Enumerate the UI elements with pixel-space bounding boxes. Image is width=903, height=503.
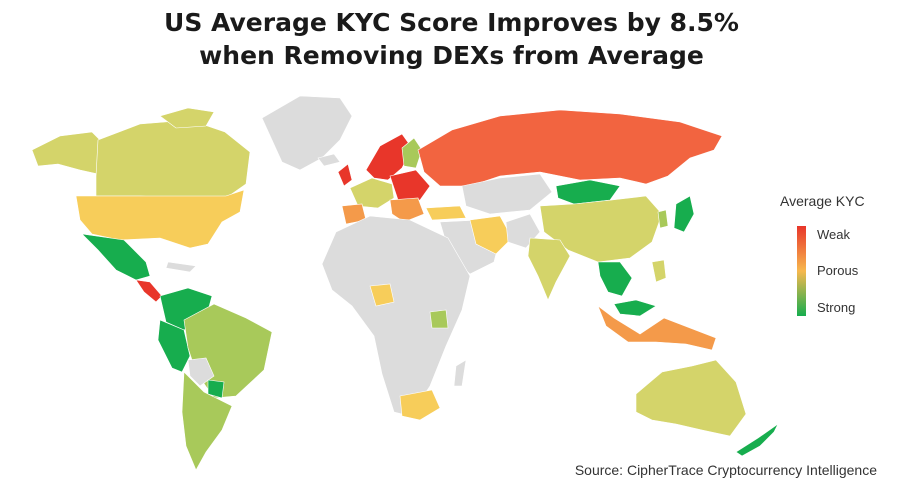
region-caribbean xyxy=(165,261,197,273)
legend-label-porous: Porous xyxy=(817,263,859,278)
region-canada-islands xyxy=(159,107,215,129)
region-central-america xyxy=(135,279,163,303)
region-iceland xyxy=(317,153,341,167)
region-mexico xyxy=(81,233,151,281)
region-russia xyxy=(417,109,723,187)
region-western-europe xyxy=(349,177,395,209)
region-korea xyxy=(657,209,669,229)
region-usa xyxy=(75,189,245,249)
region-brazil xyxy=(183,303,273,399)
region-greenland xyxy=(261,95,353,171)
region-new-zealand xyxy=(735,423,779,457)
region-indonesia xyxy=(597,305,717,351)
title-line-1: US Average KYC Score Improves by 8.5% xyxy=(164,8,739,37)
region-bolivia xyxy=(187,357,215,387)
region-eastern-europe xyxy=(389,169,431,201)
region-alaska xyxy=(31,131,101,175)
region-philippines xyxy=(651,259,667,283)
region-east-africa xyxy=(429,309,449,329)
legend-label-weak: Weak xyxy=(817,227,850,242)
legend-gradient-bar xyxy=(797,226,806,316)
title-line-2: when Removing DEXs from Average xyxy=(199,41,704,70)
region-japan xyxy=(673,195,695,233)
region-africa xyxy=(321,215,471,417)
region-turkey xyxy=(425,205,467,221)
region-finland xyxy=(401,137,423,169)
region-paraguay xyxy=(207,379,225,399)
chart-title: US Average KYC Score Improves by 8.5% wh… xyxy=(0,6,903,72)
region-peru xyxy=(157,319,191,373)
region-uk xyxy=(337,163,353,187)
region-madagascar xyxy=(453,359,467,387)
region-australia xyxy=(635,359,747,437)
region-southern-cone xyxy=(181,371,233,471)
legend-title: Average KYC xyxy=(780,193,865,209)
region-balkans xyxy=(389,197,425,223)
region-india xyxy=(527,237,571,301)
region-malaysia xyxy=(613,299,657,317)
region-nigeria xyxy=(369,283,395,307)
legend-label-strong: Strong xyxy=(817,300,856,315)
world-map xyxy=(31,95,779,471)
region-iran xyxy=(469,215,513,255)
region-canada xyxy=(95,119,251,199)
source-caption: Source: CipherTrace Cryptocurrency Intel… xyxy=(574,462,877,478)
region-central-asia xyxy=(461,173,553,215)
region-indochina xyxy=(597,261,633,297)
region-south-africa xyxy=(399,389,441,421)
